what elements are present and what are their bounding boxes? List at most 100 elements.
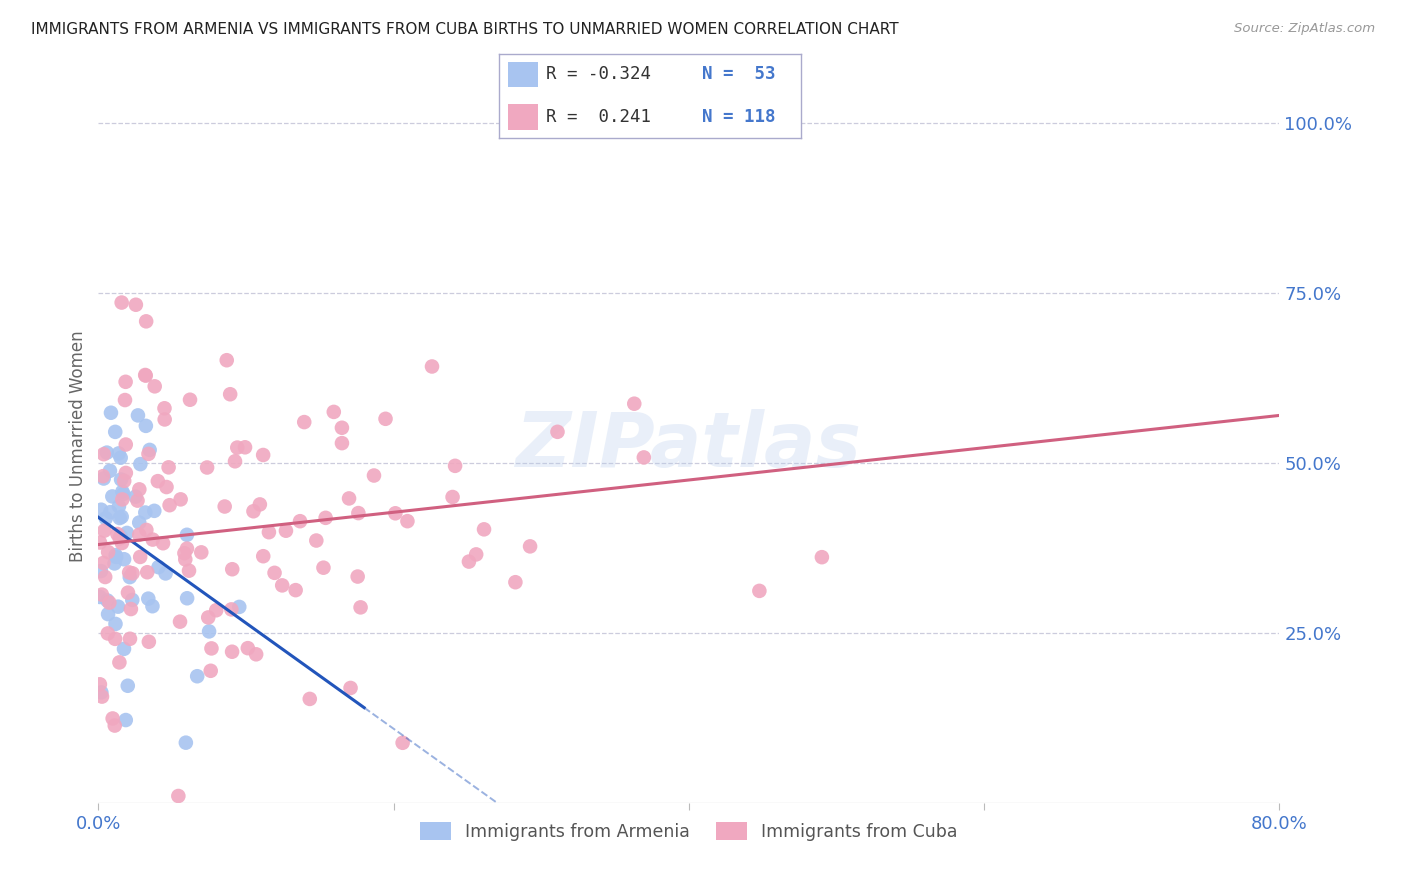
Point	[101, 490, 124, 504]
Point	[91, 469, 114, 483]
Point	[129, 457, 152, 471]
Point	[143, 379, 166, 393]
Point	[114, 392, 136, 407]
Point	[505, 575, 527, 590]
Point	[288, 514, 311, 528]
Point	[98, 505, 121, 519]
Text: IMMIGRANTS FROM ARMENIA VS IMMIGRANTS FROM CUBA BIRTHS TO UNMARRIED WOMEN CORREL: IMMIGRANTS FROM ARMENIA VS IMMIGRANTS FR…	[31, 22, 898, 37]
Point	[121, 566, 143, 581]
Point	[125, 298, 148, 312]
Y-axis label: Births to Unmarried Women: Births to Unmarried Women	[69, 330, 87, 562]
Point	[179, 392, 201, 407]
Point	[174, 552, 197, 566]
Point	[374, 412, 396, 426]
Point	[245, 648, 267, 662]
Point	[547, 425, 569, 439]
Point	[472, 522, 495, 536]
Point	[129, 549, 152, 564]
Point	[93, 524, 115, 538]
Point	[315, 511, 337, 525]
Point	[101, 711, 124, 725]
Point	[108, 500, 131, 514]
Point	[110, 450, 132, 465]
Point	[94, 570, 117, 584]
Point	[134, 368, 156, 382]
Point	[155, 566, 177, 581]
Point	[98, 596, 121, 610]
Point	[98, 464, 121, 478]
Point	[110, 529, 132, 543]
Point	[93, 447, 115, 461]
Point	[128, 527, 150, 541]
Point	[190, 545, 212, 559]
Point	[263, 566, 285, 580]
Point	[221, 645, 243, 659]
Point	[444, 458, 467, 473]
Point	[104, 632, 127, 646]
Point	[219, 387, 242, 401]
Point	[135, 368, 157, 383]
Point	[176, 528, 198, 542]
Point	[249, 497, 271, 511]
Point	[89, 535, 111, 549]
Point	[197, 610, 219, 624]
Point	[90, 564, 112, 578]
Point	[198, 624, 221, 639]
Point	[200, 664, 222, 678]
Point	[420, 359, 443, 374]
Point	[169, 615, 191, 629]
Point	[143, 504, 166, 518]
Point	[146, 474, 169, 488]
Point	[108, 656, 131, 670]
Point	[221, 602, 243, 616]
Point	[128, 516, 150, 530]
Point	[330, 436, 353, 450]
Point	[141, 599, 163, 614]
Point	[284, 583, 307, 598]
Point	[108, 511, 131, 525]
Point	[748, 583, 770, 598]
Point	[138, 634, 160, 648]
Point	[157, 460, 180, 475]
Point	[349, 600, 371, 615]
Point	[108, 532, 131, 546]
Point	[252, 448, 274, 462]
Point	[363, 468, 385, 483]
Text: ZIPatlas: ZIPatlas	[516, 409, 862, 483]
Point	[103, 557, 125, 571]
Point	[121, 593, 143, 607]
Point	[136, 591, 159, 606]
Point	[623, 397, 645, 411]
Text: N =  53: N = 53	[702, 65, 775, 83]
Point	[135, 314, 157, 328]
Point	[195, 460, 218, 475]
Point	[104, 548, 127, 562]
Point	[117, 585, 139, 599]
Point	[111, 484, 134, 499]
Point	[112, 552, 135, 566]
Point	[114, 437, 136, 451]
Text: R =  0.241: R = 0.241	[546, 108, 651, 126]
Point	[114, 713, 136, 727]
Point	[271, 578, 294, 592]
Point	[292, 415, 315, 429]
Point	[519, 540, 541, 554]
Point	[347, 506, 370, 520]
Point	[115, 525, 138, 540]
Point	[115, 466, 138, 480]
Point	[90, 502, 112, 516]
Point	[104, 616, 127, 631]
Point	[96, 445, 118, 459]
Point	[305, 533, 328, 548]
Point	[94, 511, 117, 525]
Point	[138, 442, 160, 457]
Point	[148, 560, 170, 574]
Point	[97, 626, 120, 640]
Point	[159, 498, 181, 512]
Point	[105, 549, 128, 564]
Point	[104, 718, 127, 732]
Point	[134, 506, 156, 520]
Point	[252, 549, 274, 564]
Point	[167, 789, 190, 803]
Point	[128, 483, 150, 497]
